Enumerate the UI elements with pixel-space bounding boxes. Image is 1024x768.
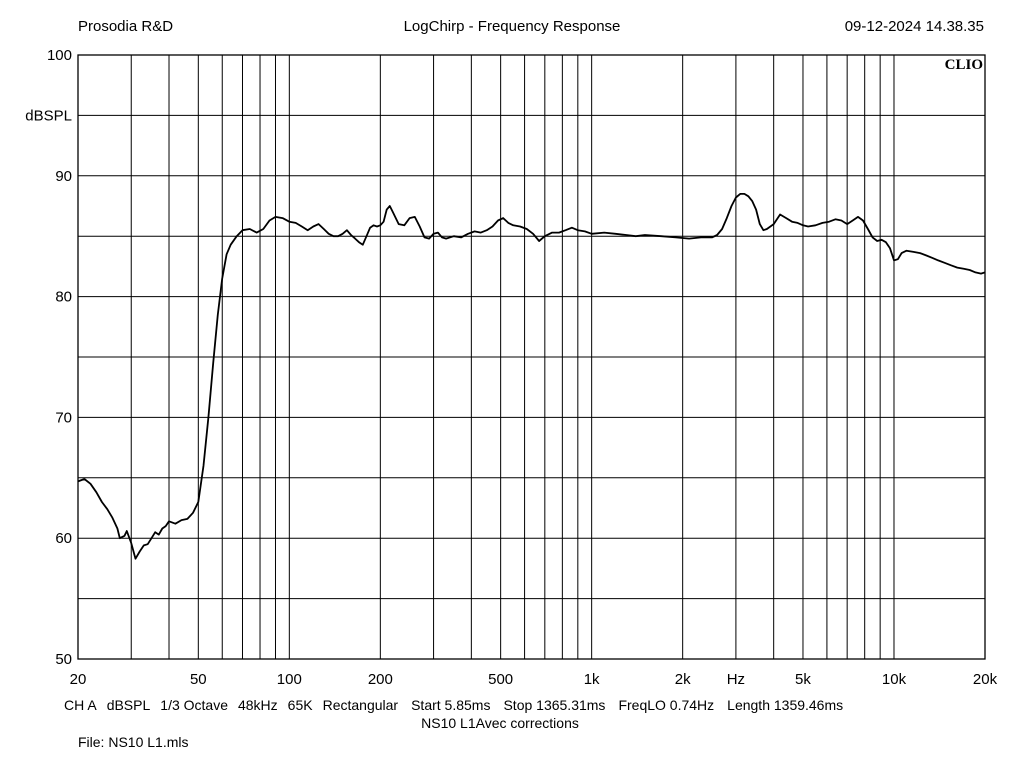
y-tick-labels: 100 dBSPL 90 80 70 60 50	[25, 47, 72, 668]
x-tick-label: 500	[488, 671, 513, 688]
y-tick-label: 50	[55, 651, 72, 668]
y-tick-label: 90	[55, 168, 72, 185]
x-tick-label: 1k	[584, 671, 600, 688]
info-item: Rectangular	[322, 697, 399, 713]
info-item: Stop 1365.31ms	[503, 697, 606, 713]
x-tick-label: 2k	[675, 671, 691, 688]
x-tick-label: 200	[368, 671, 393, 688]
info-item: CH A	[64, 697, 97, 713]
chart-series	[77, 193, 986, 560]
measurement-subtitle: NS10 L1Avec corrections	[421, 715, 579, 731]
y-tick-label: 100	[47, 47, 72, 64]
plot-frame	[77, 54, 986, 660]
clio-logo: CLIO	[945, 57, 983, 73]
info-item: FreqLO 0.74Hz	[618, 697, 715, 713]
x-tick-label: 20k	[973, 671, 998, 688]
x-tick-label: 5k	[795, 671, 811, 688]
header-company: Prosodia R&D	[78, 18, 174, 35]
x-tick-label: 10k	[882, 671, 907, 688]
info-item: 65K	[287, 697, 313, 713]
y-tick-label: dBSPL	[25, 107, 72, 124]
x-tick-label: Hz	[727, 671, 745, 688]
x-tick-label: 50	[190, 671, 207, 688]
y-tick-label: 60	[55, 530, 72, 547]
frequency-response-chart: 20 50 100 200 500 1k 2k Hz 5k 10k 20k 100 dBSPL 90 80…	[25, 47, 998, 688]
info-item: 1/3 Octave	[160, 697, 228, 713]
info-item: 48kHz	[237, 697, 278, 713]
header-datetime: 09-12-2024 14.38.35	[844, 18, 984, 35]
series-line	[77, 193, 986, 560]
file-name: File: NS10 L1.mls	[78, 734, 189, 750]
chart-grid	[78, 55, 985, 659]
info-item: Start 5.85ms	[411, 697, 491, 713]
y-tick-label: 70	[55, 409, 72, 426]
x-tick-labels: 20 50 100 200 500 1k 2k Hz 5k 10k 20k	[70, 671, 998, 688]
info-item: dBSPL	[106, 697, 151, 713]
info-item: Length 1359.46ms	[727, 697, 844, 713]
measurement-info-line: CH A dBSPL 1/3 Octave 48kHz 65K Rectangular St…	[64, 697, 856, 713]
header-title: LogChirp - Frequency Response	[403, 18, 621, 35]
x-tick-label: 20	[70, 671, 87, 688]
x-tick-label: 100	[277, 671, 302, 688]
y-tick-label: 80	[55, 289, 72, 306]
